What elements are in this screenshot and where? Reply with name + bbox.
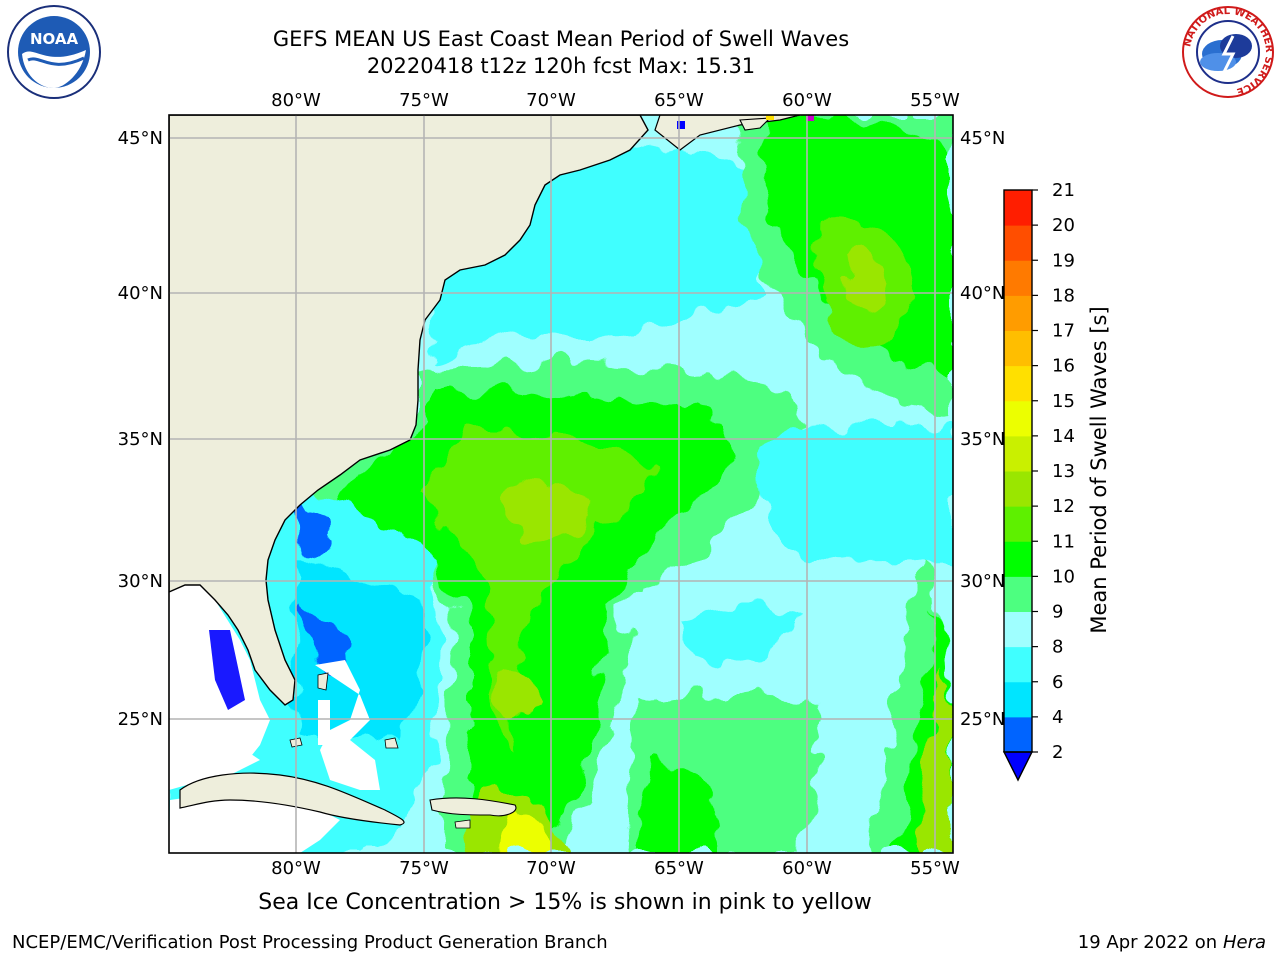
colorbar-tick-label: 18 bbox=[1052, 285, 1075, 306]
noaa-logo: NOAA bbox=[7, 5, 101, 99]
lon-label: 60°W bbox=[782, 858, 832, 879]
colorbar-box bbox=[1004, 435, 1032, 472]
lat-label: 35°N bbox=[118, 429, 163, 450]
colorbar-tick-label: 19 bbox=[1052, 250, 1075, 271]
lat-label: 40°N bbox=[118, 283, 163, 304]
colorbar-box bbox=[1004, 506, 1032, 542]
lon-label: 80°W bbox=[271, 858, 321, 879]
lat-label: 45°N bbox=[960, 128, 1005, 149]
colorbar-box bbox=[1004, 471, 1032, 507]
lon-label: 75°W bbox=[399, 858, 449, 879]
colorbar-label: Mean Period of Swell Waves [s] bbox=[1087, 306, 1111, 633]
colorbar: 2 4 6 8 9 10 11 12 13 14 15 16 17 18 19 20 21 bbox=[1002, 180, 1075, 782]
lon-label: 65°W bbox=[654, 858, 704, 879]
lat-label: 45°N bbox=[118, 128, 163, 149]
map-frame bbox=[168, 114, 954, 854]
lon-label: 75°W bbox=[399, 90, 449, 111]
colorbar-box bbox=[1004, 611, 1032, 648]
chart-title: GEFS MEAN US East Coast Mean Period of S… bbox=[272, 27, 850, 51]
chart-subtitle: 20220418 t12z 120h fcst Max: 15.31 bbox=[366, 54, 756, 78]
colorbar-box bbox=[1004, 716, 1032, 753]
colorbar-tick-label: 14 bbox=[1052, 426, 1075, 447]
lon-label: 55°W bbox=[910, 90, 960, 111]
footer-machine: Hera bbox=[1222, 932, 1266, 953]
colorbar-box bbox=[1004, 646, 1032, 683]
colorbar-tick-label: 11 bbox=[1052, 531, 1075, 552]
footer-credit: NCEP/EMC/Verification Post Processing Pr… bbox=[12, 932, 608, 953]
lon-label: 65°W bbox=[654, 90, 704, 111]
latitude-labels-right: 45°N 40°N 35°N 30°N 25°N bbox=[960, 128, 1005, 730]
lat-label: 30°N bbox=[960, 571, 1005, 592]
colorbar-box bbox=[1004, 400, 1032, 437]
colorbar-tick-label: 12 bbox=[1052, 496, 1075, 517]
colorbar-box bbox=[1004, 576, 1032, 612]
lon-label: 70°W bbox=[526, 90, 576, 111]
colorbar-tick-label: 4 bbox=[1052, 707, 1063, 728]
colorbar-tick-label: 15 bbox=[1052, 391, 1075, 412]
colorbar-box bbox=[1004, 190, 1032, 226]
colorbar-tick-label: 13 bbox=[1052, 461, 1075, 482]
colorbar-tick-label: 9 bbox=[1052, 602, 1063, 623]
colorbar-tick-label: 21 bbox=[1052, 180, 1075, 201]
colorbar-tick-label: 6 bbox=[1052, 672, 1063, 693]
noaa-logo-text: NOAA bbox=[30, 30, 79, 48]
latitude-labels-left: 45°N 40°N 35°N 30°N 25°N bbox=[118, 128, 163, 730]
colorbar-tick-label: 2 bbox=[1052, 742, 1063, 763]
lat-label: 35°N bbox=[960, 429, 1005, 450]
lon-label: 80°W bbox=[271, 90, 321, 111]
graticule bbox=[169, 115, 953, 853]
footer-date: 19 Apr 2022 on Hera bbox=[1078, 932, 1266, 953]
colorbar-box bbox=[1004, 681, 1032, 718]
colorbar-tick-label: 16 bbox=[1052, 356, 1075, 377]
colorbar-box bbox=[1004, 225, 1032, 261]
colorbar-box bbox=[1004, 365, 1032, 402]
lon-label: 55°W bbox=[910, 858, 960, 879]
nws-logo: NATIONAL WEATHER SERVICE bbox=[1182, 6, 1274, 98]
colorbar-box bbox=[1004, 541, 1032, 577]
lat-label: 40°N bbox=[960, 283, 1005, 304]
colorbar-tick-label: 17 bbox=[1052, 321, 1075, 342]
colorbar-extend-triangle bbox=[1002, 751, 1034, 782]
colorbar-box bbox=[1004, 260, 1032, 296]
map-panel bbox=[169, 115, 953, 853]
lat-label: 30°N bbox=[118, 571, 163, 592]
footer-date-text: 19 Apr 2022 on bbox=[1077, 932, 1223, 953]
lon-label: 60°W bbox=[782, 90, 832, 111]
colorbar-tick-label: 20 bbox=[1052, 215, 1075, 236]
lon-label: 70°W bbox=[526, 858, 576, 879]
colorbar-box bbox=[1004, 295, 1032, 331]
longitude-labels-bottom: 80°W 75°W 70°W 65°W 60°W 55°W bbox=[271, 858, 960, 879]
lat-label: 25°N bbox=[960, 709, 1005, 730]
longitude-labels-top: 80°W 75°W 70°W 65°W 60°W 55°W bbox=[271, 90, 960, 111]
land-areas bbox=[169, 115, 801, 829]
sea-ice-caption: Sea Ice Concentration > 15% is shown in … bbox=[258, 890, 872, 915]
colorbar-tick-label: 8 bbox=[1052, 637, 1063, 658]
colorbar-box bbox=[1004, 330, 1032, 367]
lat-label: 25°N bbox=[118, 709, 163, 730]
colorbar-tick-label: 10 bbox=[1052, 566, 1075, 587]
